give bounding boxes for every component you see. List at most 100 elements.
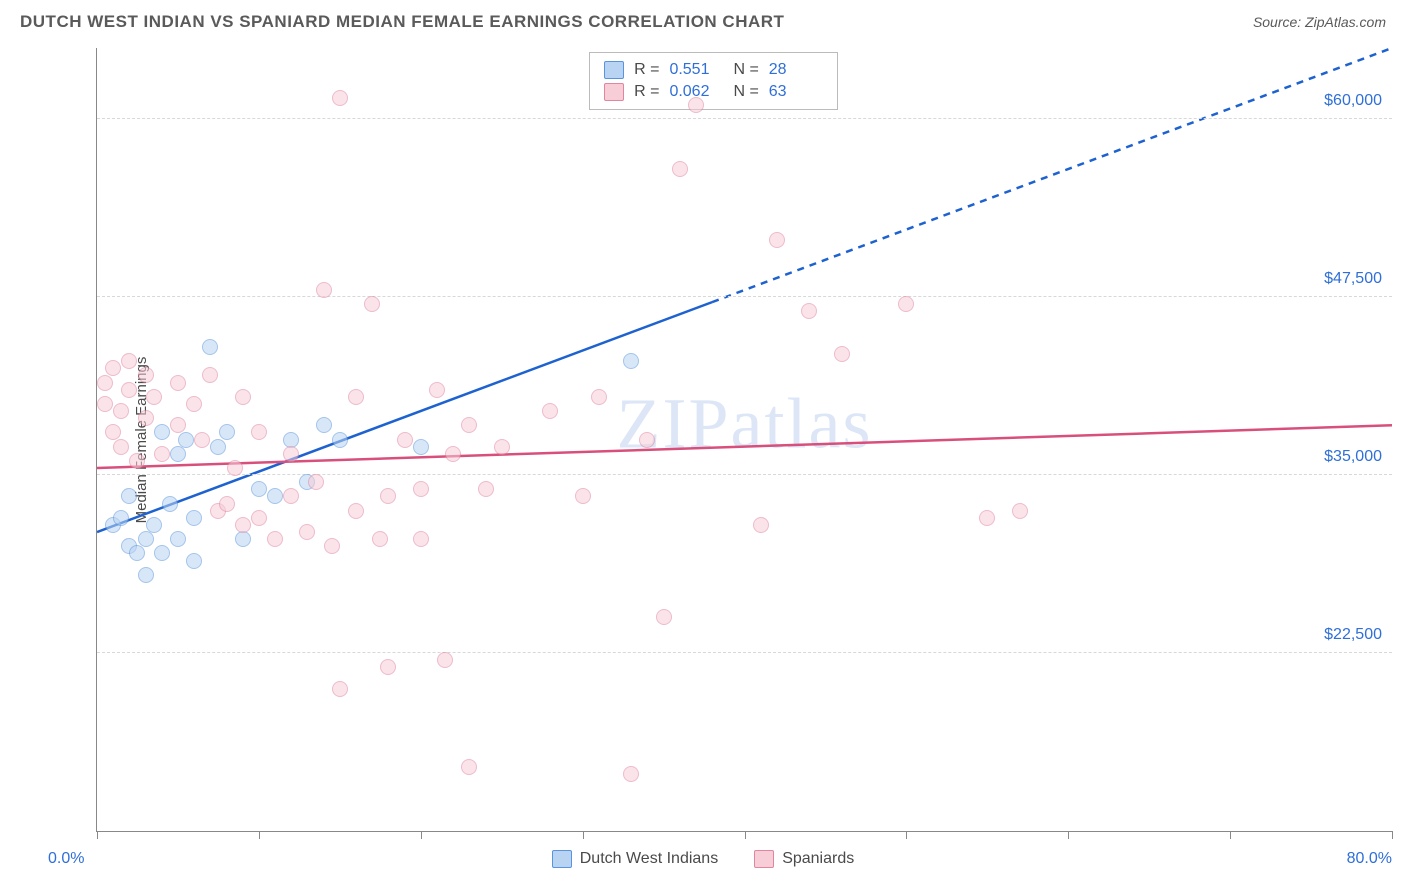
data-point — [138, 531, 154, 547]
data-point — [194, 432, 210, 448]
watermark: ZIPatlas — [617, 382, 873, 465]
data-point — [332, 681, 348, 697]
data-point — [316, 417, 332, 433]
legend-swatch — [552, 850, 572, 868]
data-point — [186, 396, 202, 412]
data-point — [113, 510, 129, 526]
data-point — [413, 531, 429, 547]
data-point — [478, 481, 494, 497]
data-point — [267, 531, 283, 547]
data-point — [380, 488, 396, 504]
data-point — [380, 659, 396, 675]
stats-row: R =0.551N =28 — [604, 59, 823, 81]
data-point — [113, 439, 129, 455]
gridline — [97, 474, 1392, 475]
data-point — [138, 410, 154, 426]
data-point — [429, 382, 445, 398]
data-point — [656, 609, 672, 625]
data-point — [769, 232, 785, 248]
legend: Dutch West Indians Spaniards — [0, 850, 1406, 868]
data-point — [316, 282, 332, 298]
data-point — [105, 360, 121, 376]
data-point — [138, 567, 154, 583]
data-point — [235, 389, 251, 405]
data-point — [575, 488, 591, 504]
data-point — [623, 766, 639, 782]
data-point — [461, 417, 477, 433]
data-point — [299, 524, 315, 540]
data-point — [235, 517, 251, 533]
data-point — [235, 531, 251, 547]
legend-swatch — [754, 850, 774, 868]
chart-area: Median Female Earnings ZIPatlas R =0.551… — [48, 48, 1392, 832]
y-tick-label: $60,000 — [1324, 92, 1382, 110]
data-point — [170, 531, 186, 547]
data-point — [178, 432, 194, 448]
data-point — [445, 446, 461, 462]
legend-item: Dutch West Indians — [552, 850, 718, 868]
chart-header: DUTCH WEST INDIAN VS SPANIARD MEDIAN FEM… — [0, 0, 1406, 40]
data-point — [146, 517, 162, 533]
data-point — [121, 353, 137, 369]
data-point — [146, 389, 162, 405]
data-point — [623, 353, 639, 369]
data-point — [461, 759, 477, 775]
data-point — [834, 346, 850, 362]
stat-label: R = — [634, 61, 659, 79]
data-point — [202, 367, 218, 383]
data-point — [170, 417, 186, 433]
data-point — [210, 439, 226, 455]
data-point — [186, 553, 202, 569]
data-point — [138, 367, 154, 383]
data-point — [801, 303, 817, 319]
data-point — [898, 296, 914, 312]
data-point — [542, 403, 558, 419]
data-point — [372, 531, 388, 547]
data-point — [129, 545, 145, 561]
data-point — [753, 517, 769, 533]
data-point — [121, 382, 137, 398]
stat-n-value: 28 — [769, 61, 823, 79]
stats-row: R =0.062N =63 — [604, 81, 823, 103]
data-point — [251, 510, 267, 526]
chart-title: DUTCH WEST INDIAN VS SPANIARD MEDIAN FEM… — [20, 12, 784, 32]
legend-swatch — [604, 61, 624, 79]
data-point — [283, 488, 299, 504]
data-point — [186, 510, 202, 526]
data-point — [227, 460, 243, 476]
data-point — [97, 396, 113, 412]
data-point — [413, 481, 429, 497]
gridline — [97, 296, 1392, 297]
data-point — [162, 496, 178, 512]
data-point — [170, 446, 186, 462]
x-tick — [1392, 831, 1393, 839]
y-tick-label: $47,500 — [1324, 270, 1382, 288]
data-point — [219, 496, 235, 512]
data-point — [591, 389, 607, 405]
legend-label: Dutch West Indians — [580, 850, 718, 868]
data-point — [437, 652, 453, 668]
data-point — [348, 389, 364, 405]
data-point — [364, 296, 380, 312]
stat-label: N = — [733, 83, 758, 101]
data-point — [639, 432, 655, 448]
data-point — [332, 432, 348, 448]
gridline — [97, 118, 1392, 119]
y-tick-label: $22,500 — [1324, 626, 1382, 644]
data-point — [202, 339, 218, 355]
stat-r-value: 0.551 — [669, 61, 723, 79]
data-point — [154, 545, 170, 561]
data-point — [688, 97, 704, 113]
data-point — [324, 538, 340, 554]
data-point — [219, 424, 235, 440]
stat-n-value: 63 — [769, 83, 823, 101]
data-point — [267, 488, 283, 504]
data-point — [397, 432, 413, 448]
legend-swatch — [604, 83, 624, 101]
gridline — [97, 652, 1392, 653]
data-point — [113, 403, 129, 419]
data-point — [1012, 503, 1028, 519]
data-point — [154, 424, 170, 440]
legend-item: Spaniards — [754, 850, 854, 868]
data-point — [251, 424, 267, 440]
